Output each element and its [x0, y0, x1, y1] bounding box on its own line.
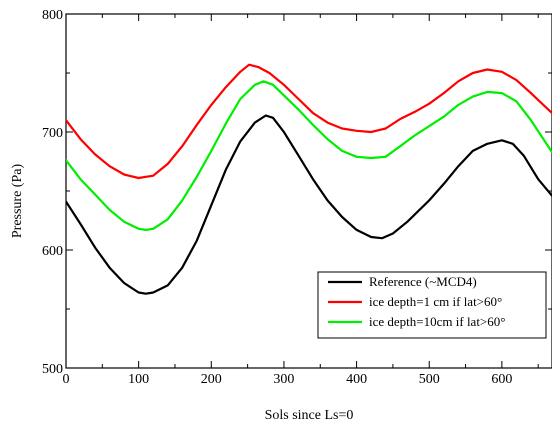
legend-label-2: ice depth=10cm if lat>60° — [369, 314, 505, 329]
series-layer — [66, 63, 552, 295]
x-axis-title: Sols since Ls=0 — [265, 408, 354, 423]
legend-label-1: ice depth=1 cm if lat>60° — [369, 294, 502, 309]
y-axis-title: Pressure (Pa) — [10, 164, 25, 239]
x-tick-label: 300 — [273, 372, 294, 387]
axes-layer: 0 100 200 300 400 500 600 500 600 700 800 — [42, 8, 552, 387]
legend-label-0: Reference (~MCD4) — [369, 274, 477, 289]
x-tick-label: 600 — [491, 372, 512, 387]
x-tick-label: 200 — [201, 372, 222, 387]
legend: Reference (~MCD4) ice depth=1 cm if lat>6… — [317, 271, 547, 339]
series-line-1 — [66, 63, 552, 180]
y-tick-label: 500 — [42, 362, 63, 377]
series-line-2 — [66, 80, 552, 231]
y-tick-label: 700 — [42, 126, 63, 141]
x-tick-label: 100 — [128, 372, 149, 387]
x-tick-label: 500 — [419, 372, 440, 387]
x-tick-label: 400 — [346, 372, 367, 387]
x-tick-label: 0 — [63, 372, 70, 387]
y-tick-label: 800 — [42, 8, 63, 23]
y-tick-label: 600 — [42, 244, 63, 259]
series-line-0 — [66, 114, 552, 295]
